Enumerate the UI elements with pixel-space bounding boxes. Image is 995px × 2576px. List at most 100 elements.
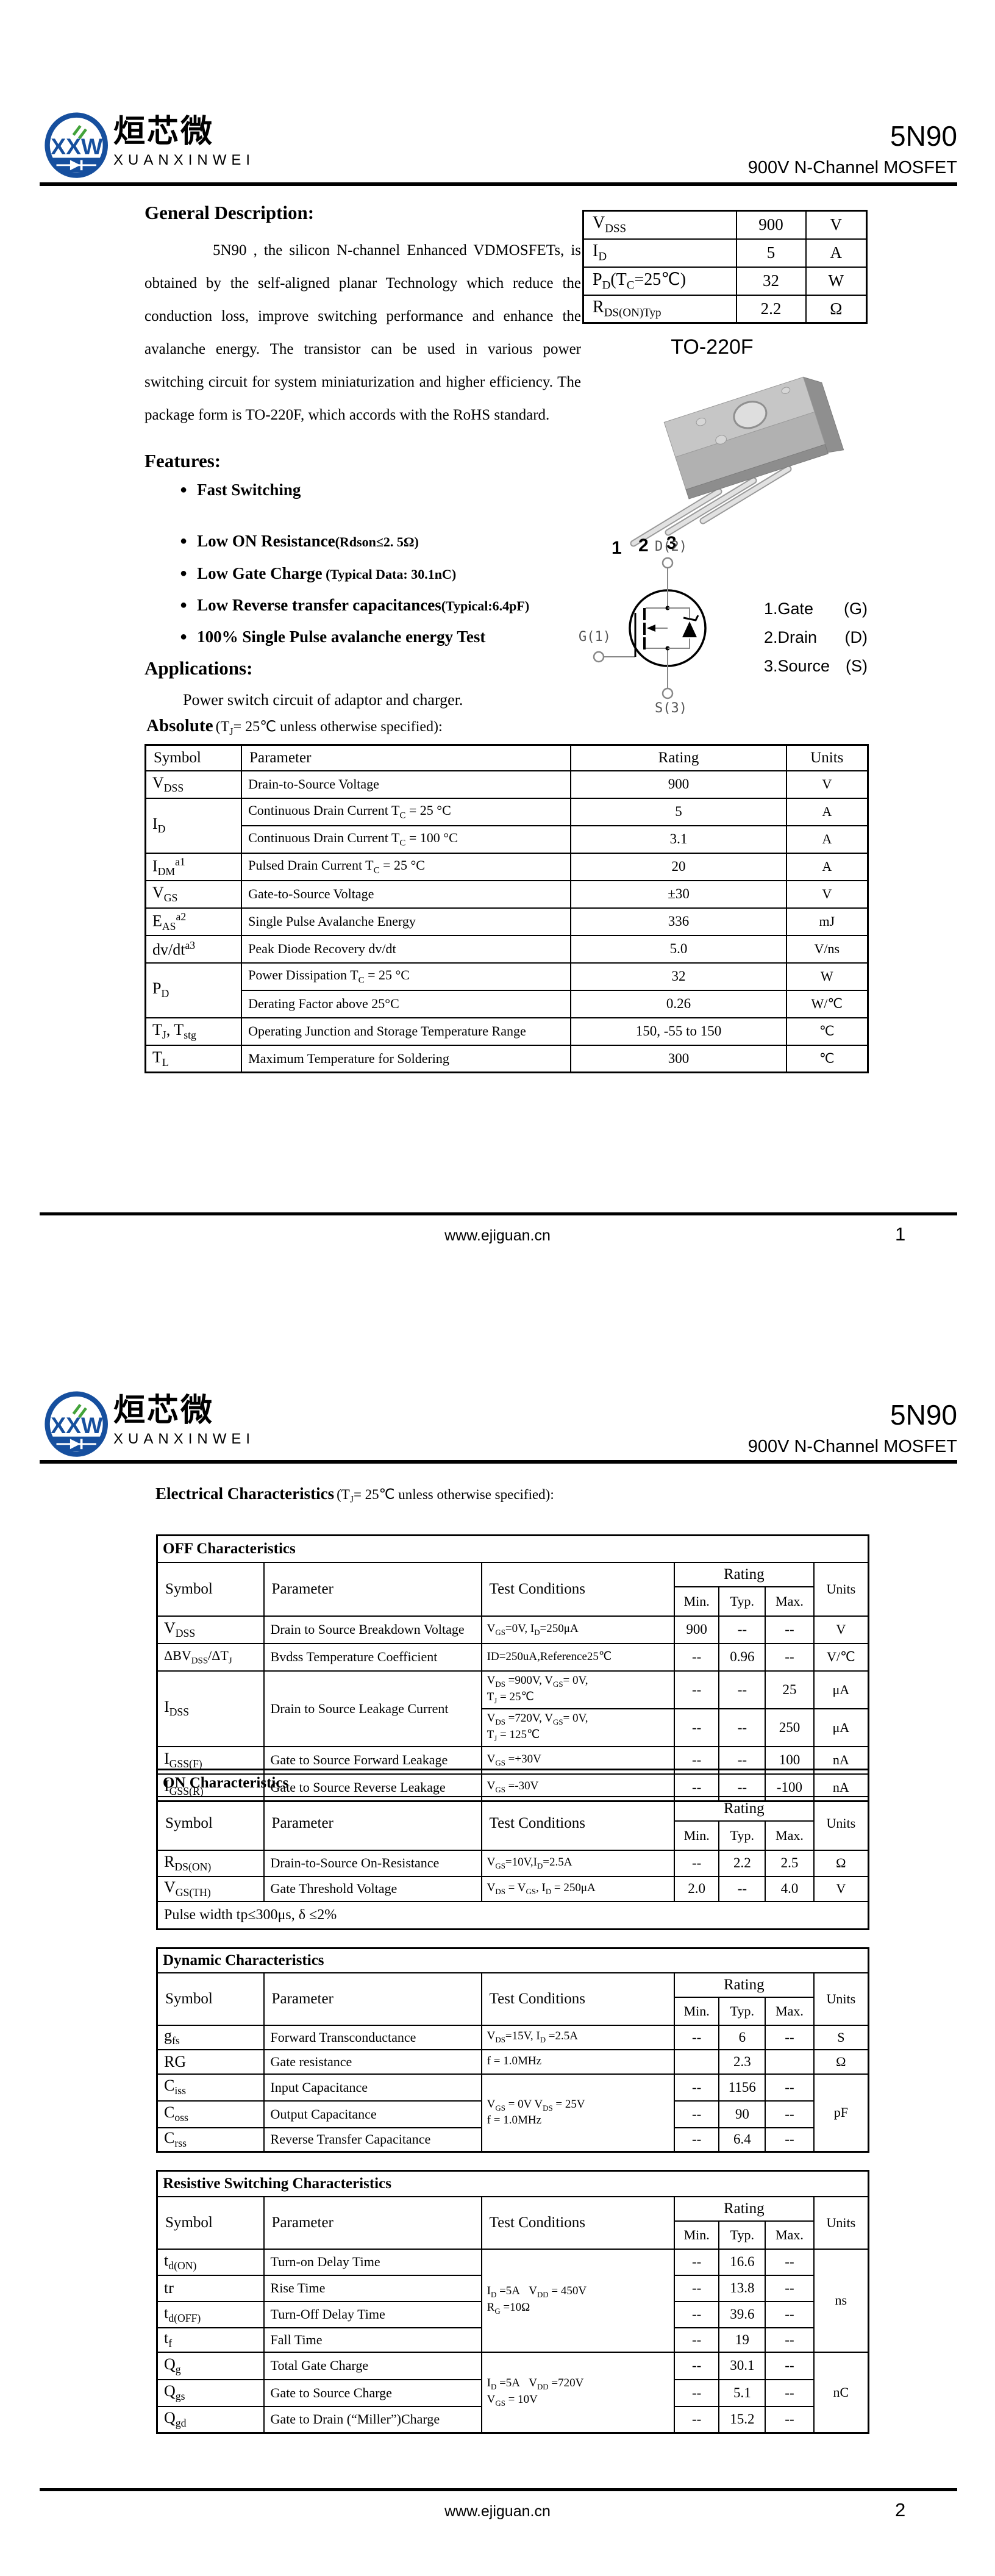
cell-rating: 336 — [570, 907, 787, 936]
table-row: td(OFF) Turn-Off Delay Time -- 39.6 -- — [156, 2300, 869, 2328]
cell-typ: 6 — [718, 2024, 766, 2050]
cell-typ: 13.8 — [718, 2274, 766, 2302]
cell-parameter: Gate-to-Source Voltage — [241, 879, 572, 909]
pin-legend-row: 3.Source (S) — [764, 657, 868, 675]
cell-min: -- — [673, 2351, 720, 2380]
footer-rule — [40, 1212, 957, 1215]
pin-legend-row: 1.Gate (G) — [764, 599, 868, 618]
cell-parameter: Drain to Source Leakage Current — [263, 1670, 482, 1747]
table-row: Ciss Input Capacitance VGS = 0V VDS = 25… — [156, 2073, 869, 2153]
cell-max: 25 — [765, 1670, 815, 1709]
cell-symbol: td(ON) — [156, 2248, 265, 2276]
table-row: IDMa1 Pulsed Drain Current TC = 25 °C 20… — [144, 852, 869, 881]
cell-parameter: Peak Diode Recovery dv/dt — [241, 934, 572, 964]
cell-parameter: Gate to Source Charge — [263, 2378, 482, 2407]
table-row: td(ON) Turn-on Delay Time ID =5A VDD = 4… — [156, 2248, 869, 2353]
cell-symbol: RDS(ON)Typ — [582, 294, 737, 324]
table-row: tf Fall Time -- 19 -- — [156, 2327, 869, 2353]
general-description-body: 5N90 , the silicon N-channel Enhanced VD… — [144, 242, 581, 423]
table-row: Symbol Parameter Test Conditions Rating … — [156, 1972, 869, 2026]
table-row: Continuous Drain Current TC = 100 °C 3.1… — [146, 825, 869, 854]
cell-unit: nC — [813, 2351, 869, 2434]
table-row: ON Characteristics — [156, 1769, 869, 1797]
brand-name-en: XUANXINWEI — [113, 1431, 255, 1447]
cell-min: -- — [673, 2327, 720, 2353]
cell-unit: ℃ — [785, 1044, 869, 1073]
feature-item: ● Low Reverse transfer capacitances(Typic… — [180, 596, 530, 614]
table-row: Dynamic Characteristics — [156, 1947, 869, 1973]
header-rule — [40, 182, 957, 186]
electrical-characteristics-title: Electrical Characteristics (TJ= 25℃ unle… — [155, 1484, 554, 1505]
part-number: 5N90 — [890, 120, 957, 152]
col-header-typ: Typ. — [718, 2220, 766, 2250]
section-title: ON Characteristics — [156, 1769, 869, 1797]
cell-parameter: Input Capacitance — [263, 2073, 482, 2102]
cell-parameter: Forward Transconductance — [263, 2024, 482, 2050]
applications-title: Applications: — [144, 657, 253, 679]
col-header-test: Test Conditions — [480, 1795, 675, 1851]
cell-min: -- — [673, 2127, 720, 2153]
cell-parameter: Total Gate Charge — [263, 2351, 482, 2380]
cell-parameter: Gate resistance — [263, 2048, 482, 2075]
col-header-parameter: Parameter — [263, 2195, 482, 2250]
cell-max: 4.0 — [765, 1875, 815, 1902]
cell-unit: W/℃ — [785, 989, 869, 1018]
cell-max: -- — [765, 2024, 815, 2050]
cell-symbol: Qgs — [156, 2378, 265, 2407]
cell-rating: 300 — [570, 1044, 787, 1073]
cell-symbol: VDSS — [156, 1615, 265, 1644]
cell-max: -- — [765, 2248, 815, 2276]
col-header-rating: Rating — [673, 1561, 815, 1587]
cell-typ: 6.4 — [718, 2127, 766, 2153]
title-block: 5N90 900V N-Channel MOSFET — [748, 122, 957, 178]
pin-number-2: 2 — [638, 535, 649, 556]
cell-unit: V/ns — [785, 934, 869, 964]
page-number: 2 — [895, 2499, 906, 2521]
table-row: Derating Factor above 25°C 0.26 W/℃ — [146, 989, 869, 1018]
cell-symbol: RG — [156, 2048, 265, 2075]
cell-unit: Ω — [813, 2048, 869, 2075]
col-header-typ: Typ. — [718, 1996, 766, 2026]
col-header-units: Units — [813, 1972, 869, 2026]
title-block: 5N90 900V N-Channel MOSFET — [748, 1401, 957, 1457]
cell-max: 2.5 — [765, 1849, 815, 1877]
cell-typ: 39.6 — [718, 2300, 766, 2328]
cell-unit: V — [813, 1615, 869, 1644]
bullet-icon: ● — [180, 483, 188, 496]
part-number: 5N90 — [890, 1399, 957, 1431]
col-header-rating: Rating — [570, 744, 787, 771]
cell-parameter: Pulsed Drain Current TC = 25 °C — [241, 852, 572, 881]
cell-unit: V — [805, 210, 868, 240]
col-header-test: Test Conditions — [480, 1561, 675, 1617]
table-row: IDSS Drain to Source Leakage Current VDS… — [156, 1670, 869, 1747]
cell-symbol: VDSS — [144, 770, 243, 799]
cell-unit: V — [813, 1875, 869, 1902]
table-row: TJ, Tstg Operating Junction and Storage … — [144, 1017, 869, 1046]
cell-min: -- — [673, 2248, 720, 2276]
pin-legend: 1.Gate (G) 2.Drain (D) 3.Source (S) — [764, 599, 868, 685]
table-row: Min. Typ. Max. — [157, 1996, 869, 2026]
cell-min: -- — [673, 2300, 720, 2328]
table-row: OFF Characteristics — [156, 1534, 869, 1563]
section-title: Dynamic Characteristics — [156, 1947, 869, 1973]
table-row: Symbol Parameter Test Conditions Rating … — [156, 2195, 869, 2250]
cell-symbol: VGS — [144, 879, 243, 909]
table-note: Pulse width tp≤300μs, δ ≤2% — [156, 1900, 869, 1930]
on-characteristics-table: ON Characteristics Symbol Parameter Test… — [156, 1769, 869, 1930]
table-row: Symbol Parameter Rating Units — [144, 744, 869, 771]
cell-max: -- — [765, 1642, 815, 1672]
table-row: ΔBVDSS/ΔTJ Bvdss Temperature Coefficient… — [156, 1642, 869, 1672]
cell-max: -- — [765, 2327, 815, 2353]
part-subtitle: 900V N-Channel MOSFET — [747, 1437, 957, 1456]
cell-symbol: PD — [144, 962, 243, 1018]
cell-symbol: IDMa1 — [144, 852, 243, 881]
brand-block: 烜芯微 XUANXINWEI — [113, 1395, 255, 1448]
table-row: Coss Output Capacitance -- 90 -- — [156, 2100, 869, 2128]
part-subtitle: 900V N-Channel MOSFET — [747, 158, 957, 177]
cell-symbol: ΔBVDSS/ΔTJ — [156, 1642, 265, 1672]
cell-max: -- — [765, 1615, 815, 1644]
table-row: RDS(ON) Drain-to-Source On-Resistance VG… — [156, 1849, 869, 1877]
absolute-title: Absolute (TJ= 25℃ unless otherwise speci… — [146, 716, 443, 737]
table-row: dv/dta3 Peak Diode Recovery dv/dt 5.0 V/… — [144, 934, 869, 964]
col-header-max: Max. — [765, 1996, 815, 2026]
